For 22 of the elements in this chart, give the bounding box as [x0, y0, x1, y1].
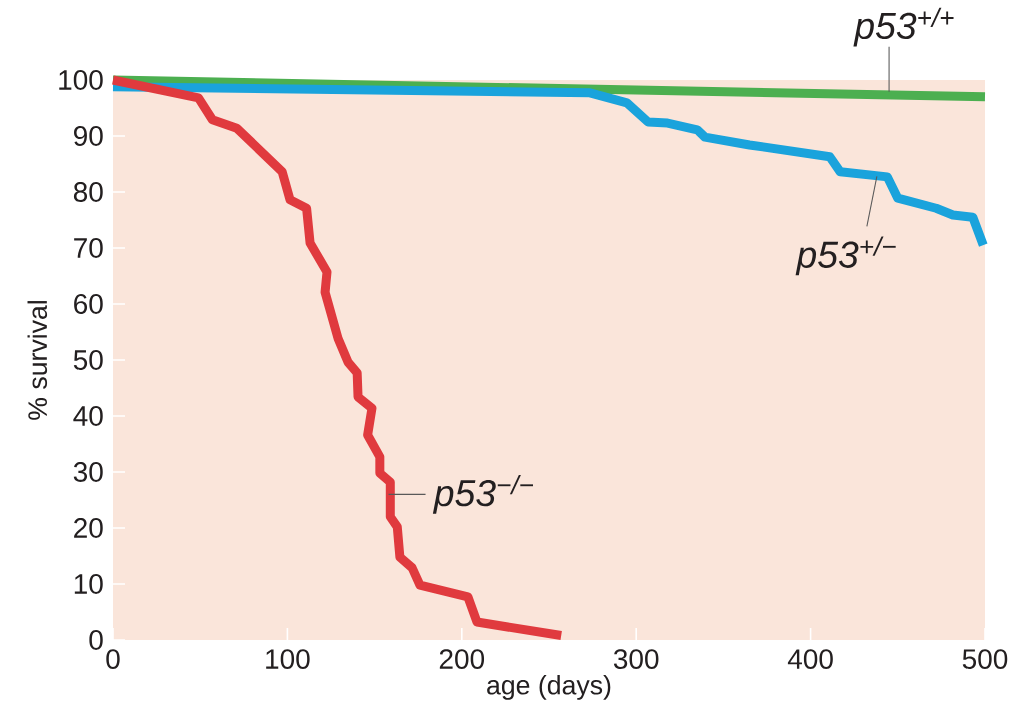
- y-tick-label: 10: [74, 574, 103, 594]
- annotation: p53$^{−/−}$: [432, 475, 533, 514]
- x-tick-label: 0: [106, 649, 120, 669]
- annotation: p53$^{+/+}$: [853, 7, 954, 47]
- y-tick-label: 40: [73, 406, 103, 426]
- y-tick-label: 70: [74, 238, 103, 258]
- x-tick-label: 100: [266, 649, 310, 669]
- annotation: p53$^{+/−}$: [795, 236, 896, 276]
- y-tick-label: 20: [74, 518, 103, 538]
- x-axis-title: age (days): [487, 675, 611, 700]
- y-axis-title: % survival: [27, 301, 48, 420]
- x-tick-label: 200: [439, 649, 485, 669]
- y-tick-label: 80: [73, 182, 103, 202]
- x-tick-label: 400: [787, 649, 833, 669]
- x-tick-label: 300: [613, 649, 659, 669]
- y-tick-label: 100: [59, 70, 103, 90]
- x-tick-label: 500: [962, 649, 1008, 669]
- y-tick-label: 0: [89, 630, 103, 650]
- y-tick-label: 30: [73, 462, 103, 482]
- y-tick-label: 90: [74, 126, 103, 146]
- y-tick-label: 50: [73, 350, 103, 370]
- y-tick-label: 60: [74, 294, 103, 314]
